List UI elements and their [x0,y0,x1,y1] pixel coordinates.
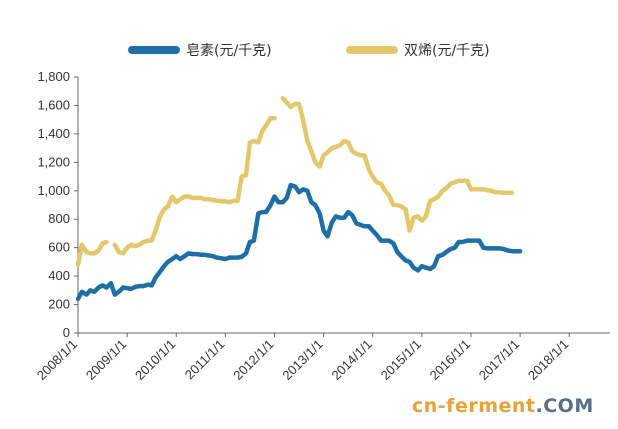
y-tick-label: 1,000 [37,183,70,198]
series-line-1 [75,182,523,302]
series-group [75,96,523,302]
series-line-2 [75,96,515,267]
legend-label-series-2: 双烯(元/千克) [404,43,490,59]
y-axis-grid [74,76,79,334]
x-tick-label: 2014/1/1 [328,337,374,383]
x-tick-label: 2008/1/1 [34,337,80,383]
y-tick-label: 1,600 [37,97,70,112]
y-tick-label: 1,800 [37,69,70,84]
x-tick-label: 2011/1/1 [182,337,228,383]
x-tick-label: 2017/1/1 [476,337,522,383]
y-tick-label: 600 [48,240,70,255]
y-tick-label: 0 [63,325,70,340]
x-tick-label: 2013/1/1 [279,337,325,383]
legend-swatch-series-2 [346,46,398,54]
x-tick-label: 2012/1/1 [230,337,276,383]
legend-swatch-series-1 [128,46,180,54]
x-tick-label: 2016/1/1 [427,337,473,383]
y-axis-ticks: 0 200 400 600 800 1,000 1,200 1,400 1,600 1,800 [37,69,70,340]
x-axis: 2008/1/1 2009/1/1 2010/1/1 2011/1/1 2012/1/1… [34,332,610,383]
y-tick-label: 1,200 [37,154,70,169]
x-tick-label: 2010/1/1 [132,337,178,383]
legend-item-series-1: 皂素(元/千克) [128,40,272,60]
y-tick-label: 800 [48,211,70,226]
x-tick-label: 2009/1/1 [83,337,129,383]
legend-label-series-1: 皂素(元/千克) [186,43,272,59]
x-tick-label: 2015/1/1 [378,337,424,383]
watermark-logo: cn-ferment.COM [412,395,594,417]
watermark-part-1: cn-ferment [412,395,536,417]
y-tick-label: 400 [48,268,70,283]
y-tick-label: 200 [48,297,70,312]
watermark-part-2: .COM [535,395,594,417]
legend-item-series-2: 双烯(元/千克) [346,40,490,60]
y-tick-label: 1,400 [37,126,70,141]
x-tick-label: 2018/1/1 [525,337,571,383]
